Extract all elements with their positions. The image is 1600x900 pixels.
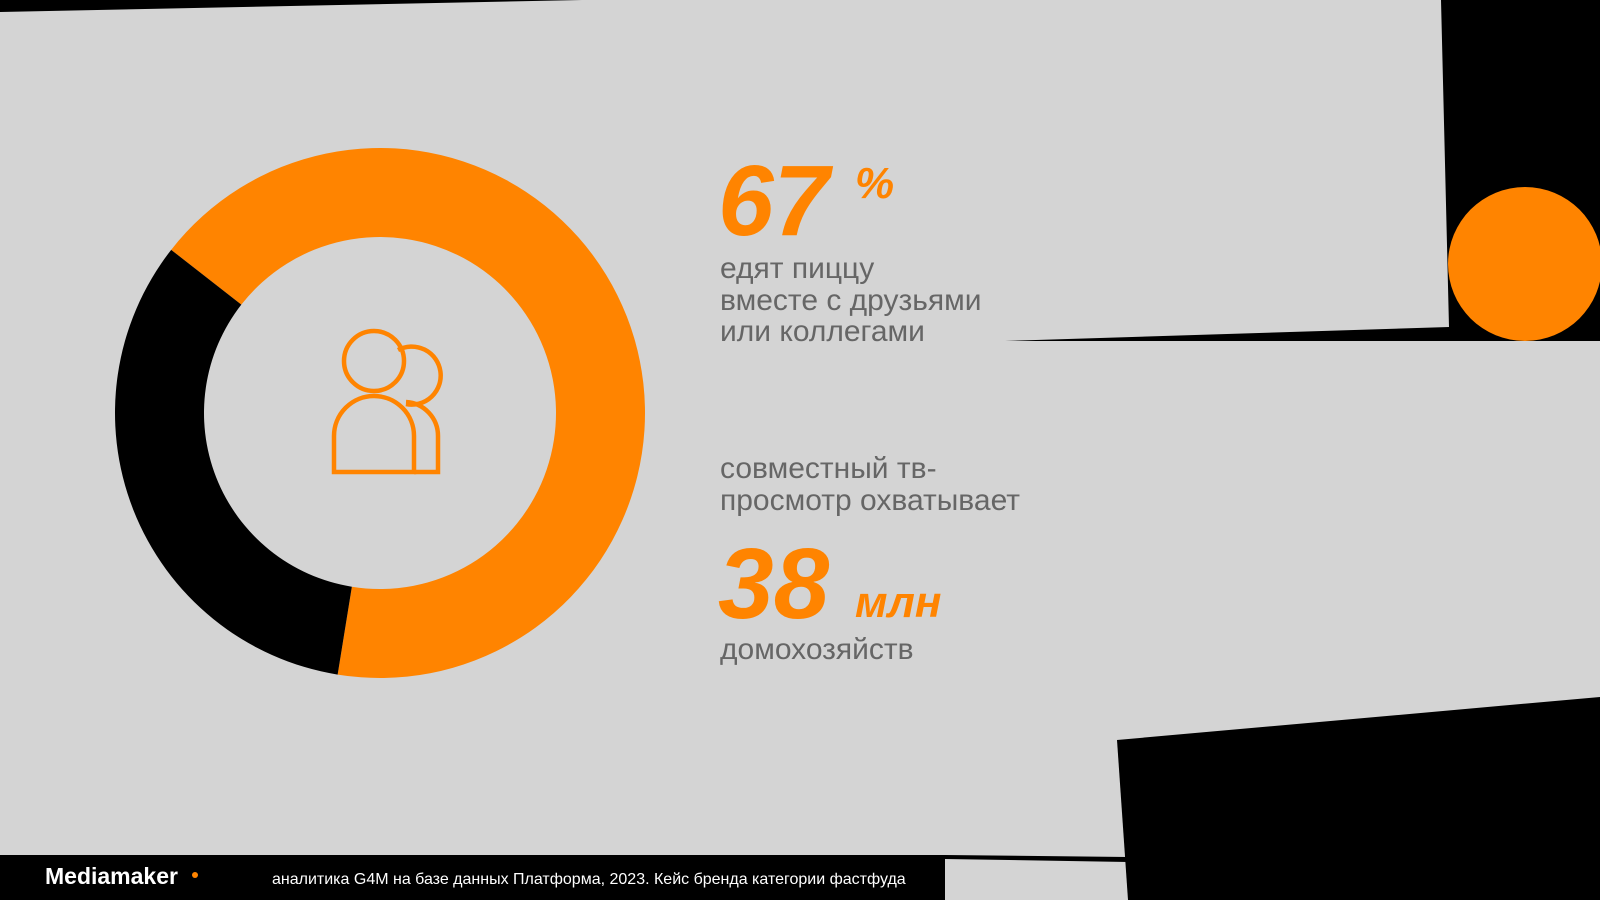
people-icon (331, 328, 443, 475)
donut-segment (171, 148, 645, 679)
decor-top (0, 0, 582, 12)
donut (114, 148, 645, 679)
headline-caption: или коллегами (720, 315, 925, 348)
decor-circle (1448, 187, 1600, 341)
headline-caption: едят пиццу (720, 252, 874, 285)
brand: Mediamaker (45, 863, 178, 889)
headline-caption: вместе с друзьями (720, 284, 982, 317)
second-caption: домохозяйств (720, 633, 914, 666)
second-unit: млн (855, 578, 942, 627)
donut-segment (114, 249, 352, 675)
decor-bottom (1117, 697, 1600, 900)
headline-unit: % (855, 159, 894, 208)
footer-bar (0, 855, 945, 900)
second-value: 38 (718, 528, 830, 640)
decor-line (945, 855, 1128, 862)
footer-source: аналитика G4M на базе данных Платформа, … (272, 871, 906, 888)
second-intro: просмотр охватывает (720, 484, 1020, 517)
headline-value: 67 (718, 145, 834, 257)
second-intro: совместный тв- (720, 452, 937, 485)
brand-dot (192, 872, 198, 878)
